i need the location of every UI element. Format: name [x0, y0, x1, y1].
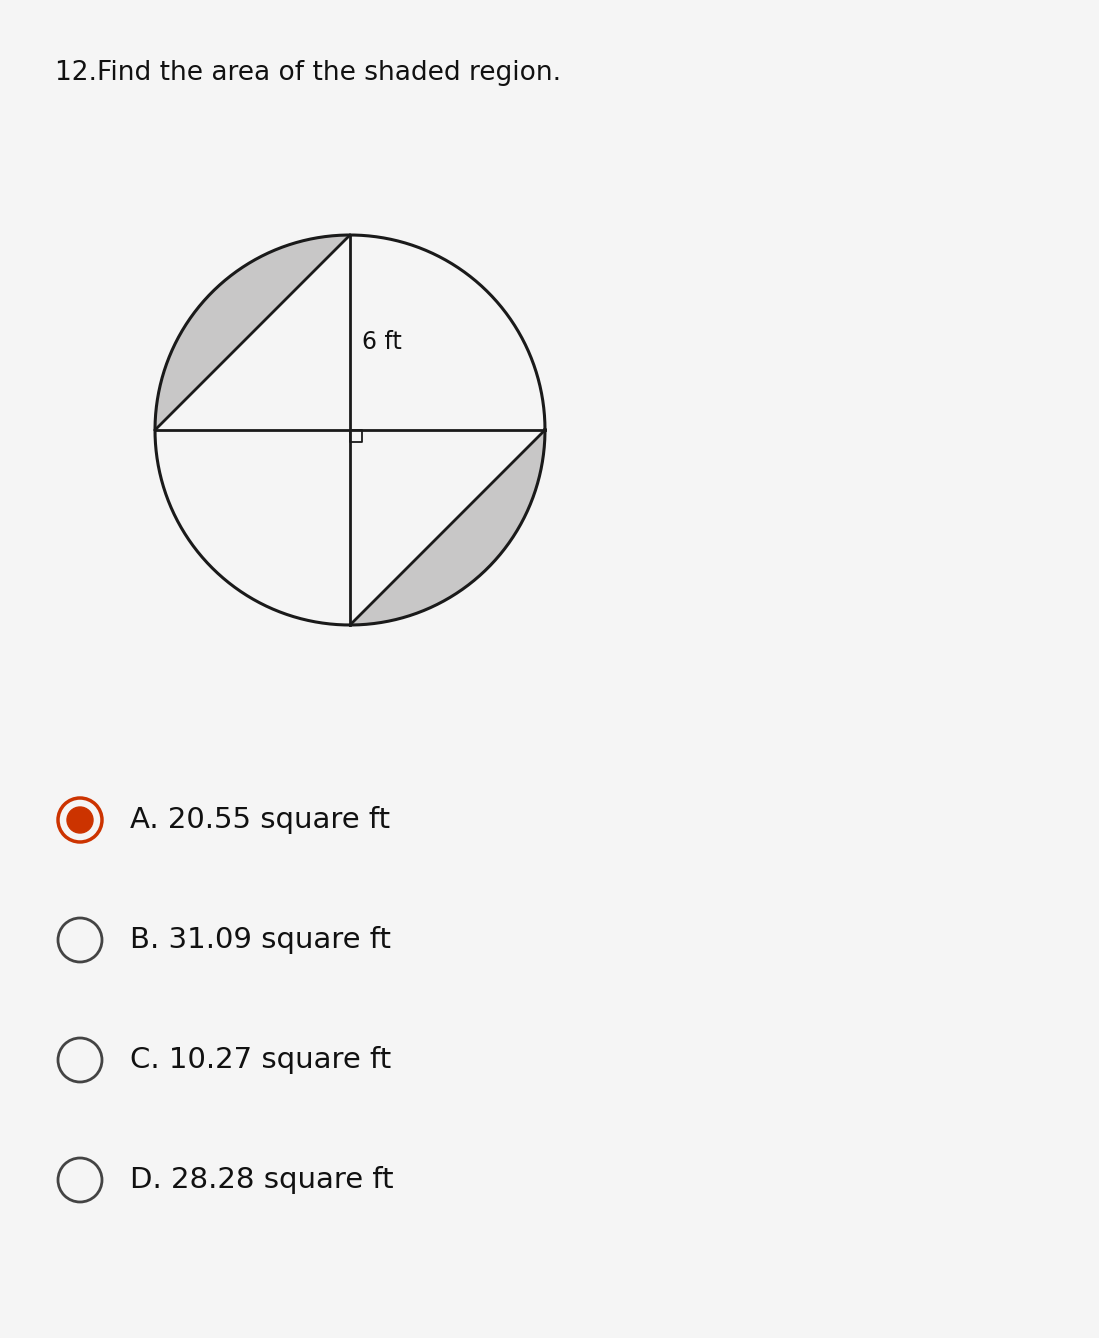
Text: 12.Find the area of the shaded region.: 12.Find the area of the shaded region. [55, 60, 562, 86]
Circle shape [67, 807, 93, 834]
Text: A. 20.55 square ft: A. 20.55 square ft [130, 805, 390, 834]
Text: C. 10.27 square ft: C. 10.27 square ft [130, 1046, 391, 1074]
Polygon shape [155, 235, 349, 429]
Text: B. 31.09 square ft: B. 31.09 square ft [130, 926, 391, 954]
Text: 6 ft: 6 ft [362, 330, 402, 355]
Text: D. 28.28 square ft: D. 28.28 square ft [130, 1165, 393, 1193]
Polygon shape [349, 429, 545, 625]
